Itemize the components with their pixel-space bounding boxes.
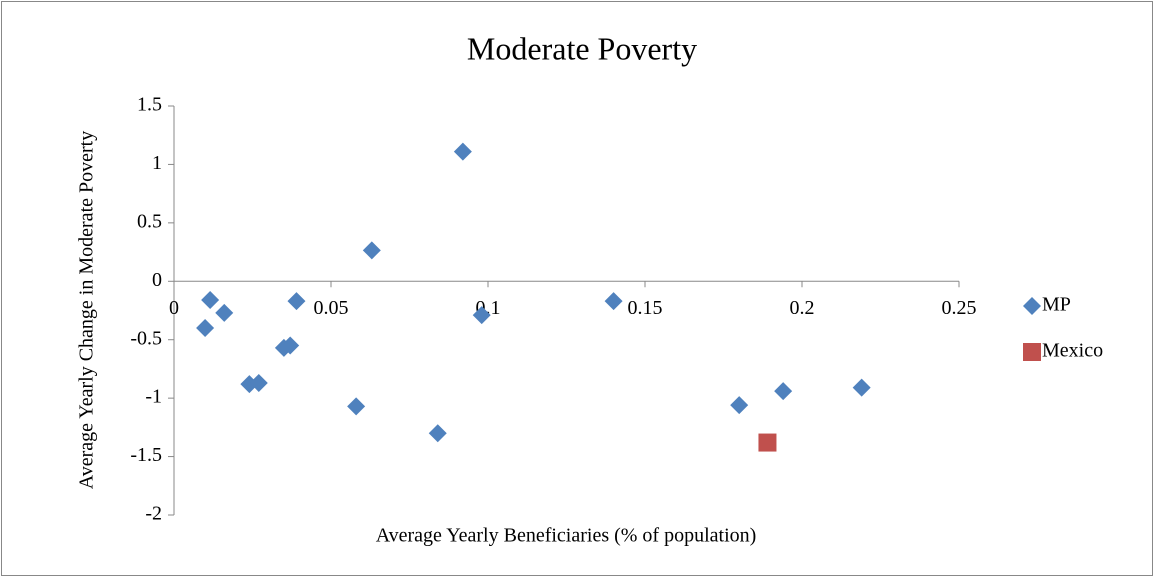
point [428,424,447,443]
point [852,378,871,397]
point [604,292,623,311]
legend-marker [1023,297,1041,315]
x-axis-label: Average Yearly Beneficiaries (% of popul… [376,525,757,547]
y-tick-label: 1 [152,152,162,174]
x-tick-label: 0 [169,297,179,319]
y-tick-label: -2 [145,503,162,525]
y-axis-label: Average Yearly Change in Moderate Povert… [76,131,98,489]
point [249,373,268,392]
x-tick-label: 0.2 [790,297,815,319]
point [196,319,215,338]
y-tick-label: 0.5 [137,210,162,232]
chart-title: Moderate Poverty [467,30,697,66]
point [347,397,366,416]
point [453,142,472,161]
x-tick-label: 0.05 [314,297,349,319]
point [201,290,220,309]
point [774,382,793,401]
y-tick-label: 0 [152,269,162,291]
legend-label: Mexico [1042,340,1103,362]
point [281,336,300,355]
x-tick-label: 0.25 [942,297,977,319]
legend-label: MP [1042,294,1071,316]
y-tick-label: -1.5 [130,444,162,466]
point [758,433,777,452]
y-tick-label: 1.5 [137,94,162,116]
legend-marker [1023,343,1041,361]
x-tick-label: 0.15 [628,297,663,319]
point [730,396,749,415]
point [362,241,381,260]
point [215,303,234,322]
y-tick-label: -0.5 [130,327,162,349]
point [287,292,306,311]
point [472,306,491,325]
y-tick-label: -1 [145,386,162,408]
